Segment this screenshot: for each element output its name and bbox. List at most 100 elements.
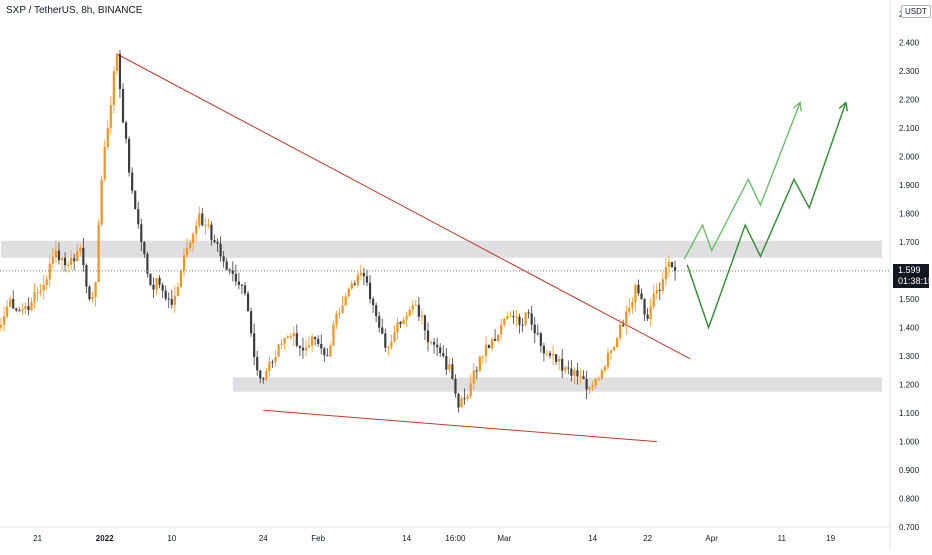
support-resistance-zones xyxy=(1,240,883,392)
candle xyxy=(213,234,216,244)
candle-body xyxy=(222,256,225,262)
candle-body xyxy=(378,316,381,328)
currency-badge[interactable]: USDT xyxy=(901,5,931,18)
candle-body xyxy=(256,357,259,371)
candle-body xyxy=(551,354,555,356)
candle xyxy=(57,242,61,265)
candle xyxy=(579,368,582,384)
candle-body xyxy=(661,279,664,291)
candle xyxy=(567,360,570,375)
candle-body xyxy=(426,330,430,343)
candle xyxy=(646,308,649,321)
candle xyxy=(500,319,503,341)
candle xyxy=(317,335,320,347)
candle xyxy=(274,350,277,367)
candle-body xyxy=(545,353,549,355)
candle-body xyxy=(664,266,667,280)
candle xyxy=(323,346,326,362)
candle xyxy=(134,190,137,210)
candle-body xyxy=(27,306,30,311)
candle-body xyxy=(588,387,591,390)
candle-body xyxy=(612,347,616,351)
candle xyxy=(88,284,91,302)
candle-body xyxy=(210,224,213,241)
candle xyxy=(448,358,451,373)
candle xyxy=(179,268,183,289)
candle-body xyxy=(0,324,3,328)
candle xyxy=(329,343,332,358)
candle-body xyxy=(12,299,15,309)
candle-body xyxy=(381,327,384,334)
candle xyxy=(289,333,292,341)
candle xyxy=(372,296,375,313)
candle-body xyxy=(207,224,210,226)
candle xyxy=(405,311,408,327)
candle-body xyxy=(152,284,155,290)
candle xyxy=(472,363,475,390)
candle-body xyxy=(347,288,350,297)
candle-body xyxy=(329,345,332,357)
candle-body xyxy=(542,345,545,354)
candle xyxy=(268,356,271,377)
candle-body xyxy=(469,383,472,396)
candle-body xyxy=(57,250,61,261)
candle xyxy=(97,219,100,283)
candle-body xyxy=(131,172,134,191)
candle-body xyxy=(518,316,521,325)
candle-body xyxy=(509,316,512,318)
candle xyxy=(344,292,347,307)
time-tick-label: 14 xyxy=(588,534,597,543)
candle-body xyxy=(103,147,106,180)
candle xyxy=(307,336,311,348)
candle-body xyxy=(314,337,317,339)
candle xyxy=(27,297,30,316)
candle-body xyxy=(36,292,39,294)
candle xyxy=(439,343,442,357)
candle xyxy=(561,348,564,379)
candle xyxy=(201,207,204,227)
candle xyxy=(414,299,417,306)
candle xyxy=(606,348,610,370)
candle xyxy=(591,380,594,392)
price-tick-label: 0.900 xyxy=(899,466,920,475)
candle xyxy=(609,349,613,360)
candle xyxy=(283,337,286,350)
candle xyxy=(39,283,42,297)
candle-body xyxy=(445,356,448,370)
candle-body xyxy=(63,257,67,266)
projection-arrow-head xyxy=(792,101,802,112)
candle-body xyxy=(265,371,268,379)
candle xyxy=(411,300,414,315)
candle-body xyxy=(332,324,335,346)
price-tick-label: 1.300 xyxy=(899,352,920,361)
candle xyxy=(600,368,603,380)
candle-body xyxy=(497,334,500,342)
time-tick-label: 21 xyxy=(33,534,42,543)
candle xyxy=(286,335,289,339)
candle xyxy=(0,317,3,331)
candle xyxy=(33,283,36,309)
candle xyxy=(445,348,448,376)
price-tick-label: 1.200 xyxy=(899,381,920,390)
price-tick-label: 0.800 xyxy=(899,495,920,504)
candle-body xyxy=(490,339,494,349)
candle-body xyxy=(600,370,603,379)
time-axis[interactable]: 21 2022 10 24 Feb 14 16:00 Mar 14 22 Apr 11 19 xyxy=(33,534,835,543)
candle-body xyxy=(195,225,198,234)
candle-body xyxy=(411,305,414,310)
candle-body xyxy=(335,313,338,325)
candle xyxy=(219,236,222,262)
candle xyxy=(326,348,329,357)
candle xyxy=(533,317,536,343)
candle-body xyxy=(591,385,594,388)
candle-body xyxy=(198,213,201,226)
candle xyxy=(207,218,210,229)
candle-body xyxy=(97,224,100,282)
candle-body xyxy=(280,343,283,345)
candle xyxy=(594,377,597,389)
candle-body xyxy=(39,290,42,293)
candle-body xyxy=(219,243,222,257)
time-tick-label: 2022 xyxy=(96,534,114,543)
